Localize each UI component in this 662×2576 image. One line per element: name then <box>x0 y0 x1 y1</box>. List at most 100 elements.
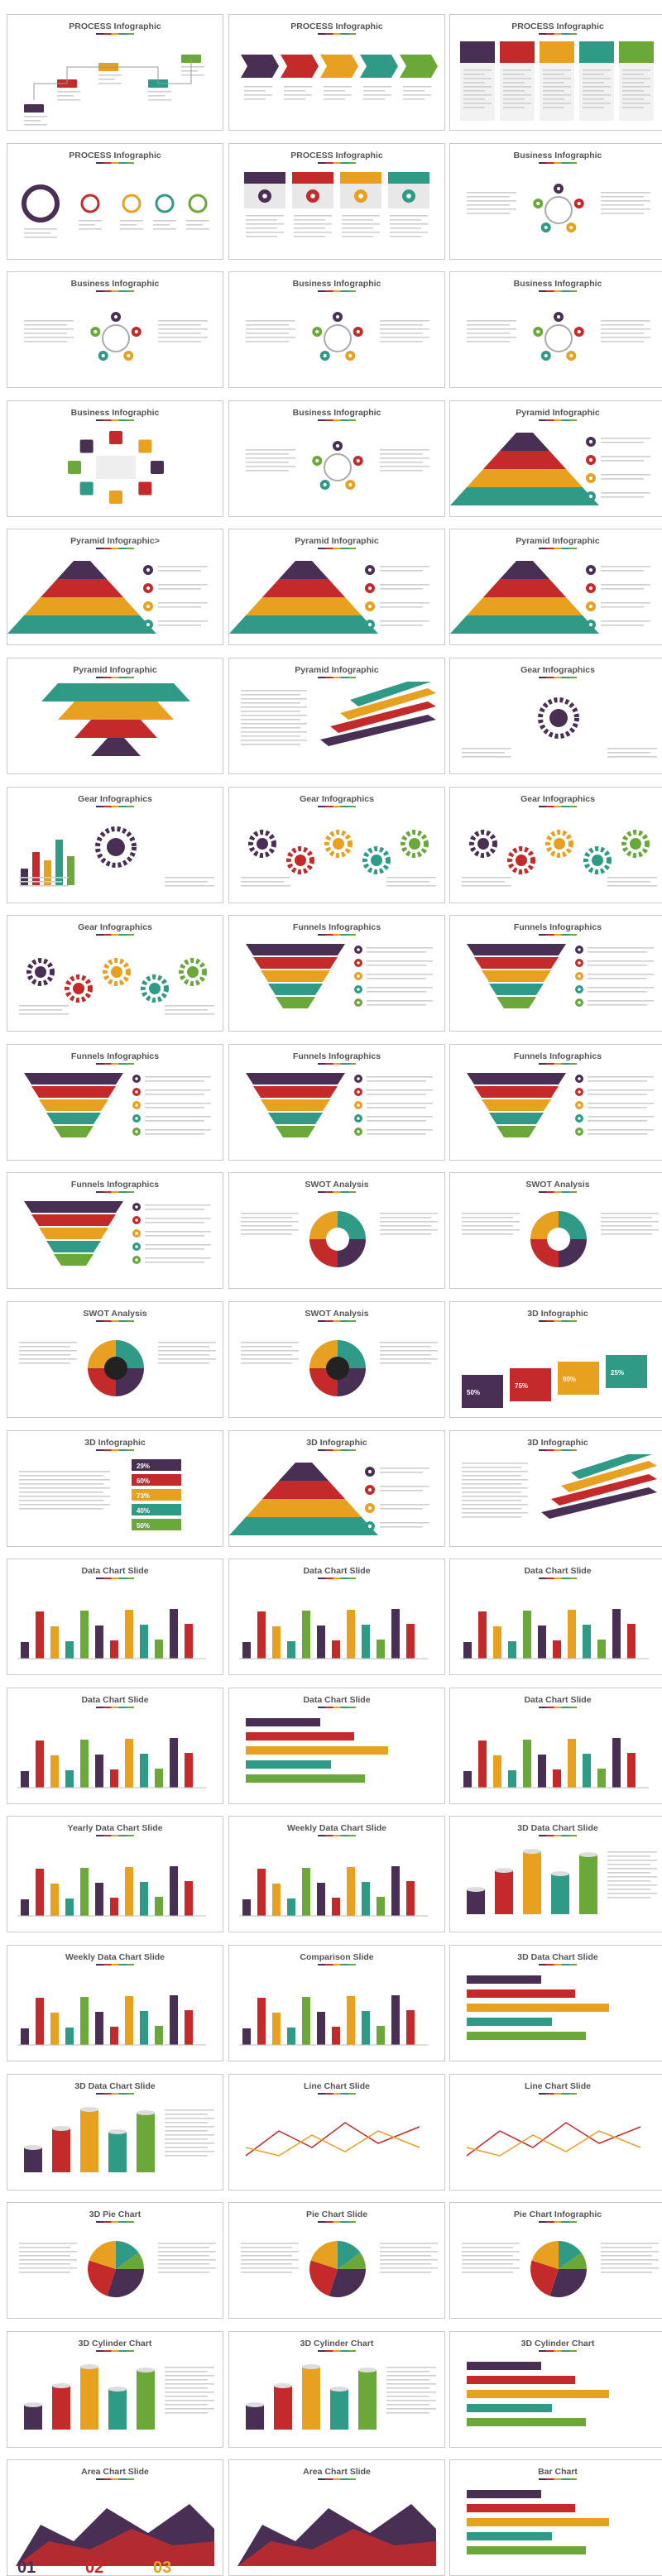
slide-thumbnail[interactable]: Pie Chart Infographic <box>449 2202 662 2320</box>
slide-thumbnail[interactable]: Weekly Data Chart Slide <box>7 1945 223 2061</box>
slide-thumbnail[interactable]: Bar Chart <box>449 2459 662 2576</box>
slide-thumbnail[interactable]: Gear Infographics <box>449 658 662 774</box>
slide-graphic <box>246 2363 436 2430</box>
slide-thumbnail[interactable]: Business Infographic <box>228 271 445 389</box>
slide-thumbnail[interactable]: Area Chart Slide <box>228 2459 445 2576</box>
slide-thumbnail[interactable]: Weekly Data Chart Slide <box>228 1816 445 1933</box>
slide-title: Pyramid Infographic <box>73 665 157 675</box>
slide-title: Business Infographic <box>70 279 160 290</box>
slide-thumbnail[interactable]: 3D Data Chart Slide <box>7 2073 223 2191</box>
title-color-stripe <box>96 33 134 35</box>
slide-thumbnail[interactable]: Pyramid Infographic <box>7 658 223 774</box>
slide-thumbnail[interactable]: 3D Infographic 29% 60% 73% 40% 50% <box>7 1429 223 1547</box>
slide-title: 3D Cylinder Chart <box>78 2338 152 2349</box>
slide-title: Funnels Infographics <box>292 922 381 933</box>
slide-graphic: 01 02 03 <box>16 2504 214 2576</box>
slide-thumbnail[interactable]: Data Chart Slide <box>228 1687 445 1804</box>
title-color-stripe <box>539 1320 577 1322</box>
slide-thumbnail[interactable]: 3D Cylinder Chart <box>7 2330 223 2448</box>
slide-thumbnail[interactable]: Business Infographic <box>449 142 662 260</box>
step-number: 02 <box>85 2559 103 2576</box>
title-color-stripe <box>96 1062 134 1065</box>
title-color-stripe <box>539 419 577 421</box>
slide-thumbnail[interactable]: Pyramid Infographic <box>228 658 445 774</box>
slide-thumbnail[interactable]: PROCESS Infographic <box>7 14 223 131</box>
slide-thumbnail[interactable]: Gear Infographics <box>449 786 662 903</box>
title-color-stripe <box>96 2349 134 2352</box>
percent-label: 29% <box>137 1463 150 1470</box>
title-color-stripe <box>96 161 134 164</box>
title-color-stripe <box>96 2478 134 2481</box>
slide-thumbnail[interactable]: 3D Pie Chart <box>7 2202 223 2320</box>
slide-thumbnail[interactable]: 3D Cylinder Chart <box>228 2330 445 2448</box>
slide-thumbnail[interactable]: PROCESS Infographic <box>449 14 662 131</box>
slide-thumbnail[interactable]: PROCESS Infographic <box>228 14 445 131</box>
slide-title: Data Chart Slide <box>524 1694 592 1705</box>
slide-thumbnail[interactable]: Gear Infographics <box>228 786 445 903</box>
slide-graphic <box>462 2241 659 2298</box>
slide-thumbnail[interactable]: SWOT Analysis <box>228 1301 445 1418</box>
slide-thumbnail[interactable]: Pyramid Infographic> <box>7 529 223 646</box>
slide-thumbnail[interactable]: Funnels Infographics <box>7 1172 223 1290</box>
slide-thumbnail[interactable]: 3D Infographic 50% 75% 90% 25% <box>449 1301 662 1418</box>
slide-thumbnail[interactable]: Pie Chart Slide <box>228 2202 445 2320</box>
slide-thumbnail[interactable]: 3D Infographic <box>228 1429 445 1547</box>
slide-thumbnail[interactable]: Pyramid Infographic <box>449 400 662 517</box>
slide-thumbnail[interactable]: Funnels Infographics <box>228 915 445 1032</box>
percent-label: 73% <box>137 1492 150 1500</box>
slide-thumbnail[interactable]: Gear Infographics <box>7 915 223 1032</box>
slide-thumbnail[interactable]: Business Infographic <box>7 400 223 517</box>
slide-thumbnail[interactable]: PROCESS Infographic <box>7 142 223 260</box>
slide-thumbnail[interactable]: Comparison Slide <box>228 1945 445 2061</box>
slide-graphic <box>467 2361 609 2426</box>
slide-thumbnail[interactable]: Funnels Infographics <box>449 915 662 1032</box>
title-color-stripe <box>318 1964 356 1966</box>
slide-thumbnail[interactable]: Data Chart Slide <box>7 1687 223 1804</box>
slide-thumbnail[interactable]: Pyramid Infographic <box>449 529 662 646</box>
slide-thumbnail[interactable]: Yearly Data Chart Slide <box>7 1816 223 1933</box>
slide-graphic <box>245 2121 420 2157</box>
slide-graphic <box>467 312 650 362</box>
slide-title: Funnels Infographics <box>70 1180 160 1190</box>
slide-thumbnail[interactable]: 3D Data Chart Slide <box>449 1816 662 1933</box>
slide-title: Data Chart Slide <box>524 1566 592 1577</box>
slide-thumbnail[interactable]: Data Chart Slide <box>7 1559 223 1676</box>
title-color-stripe <box>539 934 577 936</box>
title-color-stripe <box>539 1191 577 1194</box>
slide-thumbnail[interactable]: Gear Infographics <box>7 786 223 903</box>
slide-thumbnail[interactable]: Line Chart Slide <box>449 2073 662 2191</box>
slide-graphic <box>17 1737 206 1788</box>
slide-title: Pyramid Infographic <box>516 536 600 547</box>
title-color-stripe <box>318 934 356 936</box>
slide-thumbnail[interactable]: Data Chart Slide <box>228 1559 445 1676</box>
slide-graphic <box>239 1609 428 1659</box>
slide-thumbnail[interactable]: Business Infographic <box>449 271 662 389</box>
slide-thumbnail[interactable]: SWOT Analysis <box>228 1172 445 1290</box>
slide-thumbnail[interactable]: Area Chart Slide 01 02 03 <box>7 2459 223 2576</box>
slide-graphic <box>241 682 436 746</box>
slide-thumbnail[interactable]: 3D Data Chart Slide <box>449 1945 662 2061</box>
slide-thumbnail[interactable]: Funnels Infographics <box>7 1043 223 1161</box>
slide-thumbnail[interactable]: Funnels Infographics <box>228 1043 445 1161</box>
slide-title: Data Chart Slide <box>81 1694 149 1705</box>
slide-title: Pie Chart Slide <box>305 2210 368 2220</box>
slide-thumbnail[interactable]: Business Infographic <box>7 271 223 389</box>
slide-title: PROCESS Infographic <box>290 22 383 31</box>
slide-graphic <box>462 829 657 887</box>
slide-thumbnail[interactable]: Line Chart Slide <box>228 2073 445 2191</box>
slide-thumbnail[interactable]: PROCESS Infographic <box>228 142 445 260</box>
slide-thumbnail[interactable]: 3D Cylinder Chart <box>449 2330 662 2448</box>
slide-title: PROCESS Infographic <box>69 22 161 31</box>
title-color-stripe <box>96 934 134 936</box>
slide-thumbnail[interactable]: SWOT Analysis <box>449 1172 662 1290</box>
slide-thumbnail[interactable]: Pyramid Infographic <box>228 529 445 646</box>
title-color-stripe <box>539 1964 577 1966</box>
slide-thumbnail[interactable]: Data Chart Slide <box>449 1559 662 1676</box>
slide-thumbnail[interactable]: Business Infographic <box>228 400 445 517</box>
slide-thumbnail[interactable]: 3D Infographic <box>449 1429 662 1547</box>
slide-title: 3D Data Chart Slide <box>517 1823 598 1834</box>
slide-graphic <box>237 2504 436 2567</box>
slide-thumbnail[interactable]: Funnels Infographics <box>449 1043 662 1161</box>
slide-thumbnail[interactable]: Data Chart Slide <box>449 1687 662 1804</box>
slide-thumbnail[interactable]: SWOT Analysis <box>7 1301 223 1418</box>
